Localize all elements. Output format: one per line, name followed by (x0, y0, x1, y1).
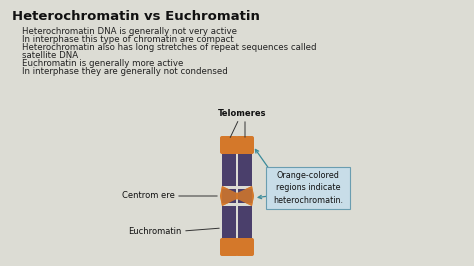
FancyBboxPatch shape (236, 136, 254, 154)
Polygon shape (238, 150, 252, 186)
Polygon shape (222, 150, 236, 186)
Text: Euchromatin is generally more active: Euchromatin is generally more active (22, 59, 183, 68)
Text: Heterochromatin also has long stretches of repeat sequences called: Heterochromatin also has long stretches … (22, 43, 317, 52)
Text: Centrom ere: Centrom ere (122, 192, 175, 201)
Text: Orange-colored
regions indicate
heterochromatin.: Orange-colored regions indicate heteroch… (273, 171, 343, 205)
Polygon shape (222, 189, 236, 203)
Text: In interphase they are generally not condensed: In interphase they are generally not con… (22, 67, 228, 76)
Text: Telomeres: Telomeres (218, 109, 266, 118)
Polygon shape (238, 206, 252, 242)
Text: In interphase this type of chromatin are compact: In interphase this type of chromatin are… (22, 35, 234, 44)
Text: Heterochromatin DNA is generally not very active: Heterochromatin DNA is generally not ver… (22, 27, 237, 36)
FancyBboxPatch shape (220, 238, 238, 256)
Text: satellite DNA: satellite DNA (22, 51, 78, 60)
Text: Heterochromatin vs Euchromatin: Heterochromatin vs Euchromatin (12, 10, 260, 23)
Polygon shape (222, 206, 236, 242)
Polygon shape (220, 186, 254, 206)
FancyBboxPatch shape (266, 167, 350, 209)
FancyBboxPatch shape (220, 136, 238, 154)
Text: Euchromatin: Euchromatin (128, 227, 182, 235)
Polygon shape (220, 186, 254, 206)
Polygon shape (238, 189, 252, 203)
FancyBboxPatch shape (236, 238, 254, 256)
